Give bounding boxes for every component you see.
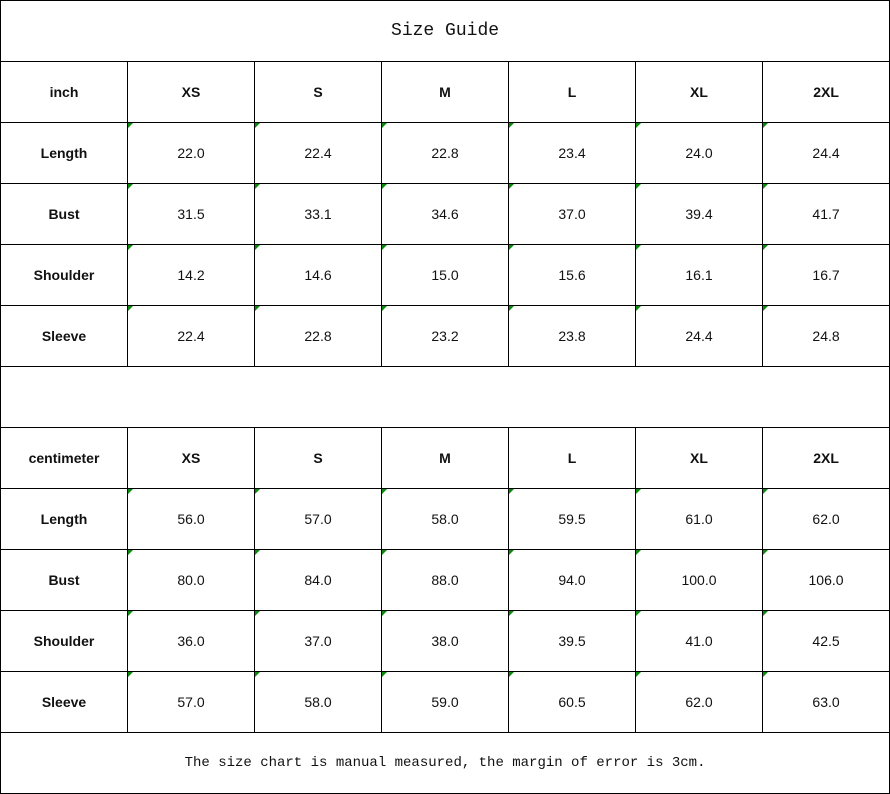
measurement-note: The size chart is manual measured, the m… [0,732,890,794]
measurement-value: 15.0 [381,244,509,306]
measurement-label: Length [0,122,128,184]
size-header-2xl: 2XL [761,61,890,123]
measurement-value: 80.0 [127,549,255,611]
measurement-label: Bust [0,183,128,245]
measurement-value: 23.8 [508,305,636,367]
table-row: Sleeve 57.0 58.0 59.0 60.5 62.0 63.0 [0,671,890,733]
table-row: Shoulder 14.2 14.6 15.0 15.6 16.1 16.7 [0,244,890,306]
size-header-l: L [508,61,636,123]
table-row: Bust 31.5 33.1 34.6 37.0 39.4 41.7 [0,183,890,245]
measurement-label: Shoulder [0,610,128,672]
size-header-2xl: 2XL [761,427,890,489]
measurement-value: 57.0 [127,671,255,733]
header-row: centimeter XS S M L XL 2XL [0,427,890,489]
measurement-value: 58.0 [381,488,509,550]
measurement-value: 24.4 [761,122,890,184]
measurement-value: 100.0 [635,549,763,611]
size-header-xs: XS [127,61,255,123]
header-row: inch XS S M L XL 2XL [0,61,890,123]
measurement-value: 38.0 [381,610,509,672]
size-header-s: S [254,427,382,489]
measurement-value: 39.5 [508,610,636,672]
spacer-row [0,366,890,428]
size-header-s: S [254,61,382,123]
table-row: Sleeve 22.4 22.8 23.2 23.8 24.4 24.8 [0,305,890,367]
measurement-value: 22.4 [254,122,382,184]
measurement-value: 22.0 [127,122,255,184]
measurement-label: Bust [0,549,128,611]
table-title: Size Guide [0,0,890,62]
measurement-value: 57.0 [254,488,382,550]
measurement-value: 41.0 [635,610,763,672]
measurement-value: 42.5 [761,610,890,672]
measurement-value: 16.7 [761,244,890,306]
measurement-label: Sleeve [0,671,128,733]
measurement-value: 14.6 [254,244,382,306]
measurement-value: 24.0 [635,122,763,184]
table-row: Shoulder 36.0 37.0 38.0 39.5 41.0 42.5 [0,610,890,672]
size-header-xs: XS [127,427,255,489]
measurement-value: 63.0 [761,671,890,733]
measurement-value: 34.6 [381,183,509,245]
note-row: The size chart is manual measured, the m… [0,732,890,794]
table-row: Length 22.0 22.4 22.8 23.4 24.0 24.4 [0,122,890,184]
measurement-value: 22.8 [254,305,382,367]
size-header-m: M [381,427,509,489]
measurement-value: 88.0 [381,549,509,611]
table-row: Bust 80.0 84.0 88.0 94.0 100.0 106.0 [0,549,890,611]
measurement-label: Shoulder [0,244,128,306]
measurement-value: 22.8 [381,122,509,184]
unit-header: centimeter [0,427,128,489]
measurement-value: 24.4 [635,305,763,367]
measurement-value: 39.4 [635,183,763,245]
measurement-value: 58.0 [254,671,382,733]
measurement-label: Sleeve [0,305,128,367]
measurement-value: 37.0 [254,610,382,672]
unit-header: inch [0,61,128,123]
measurement-value: 62.0 [635,671,763,733]
measurement-value: 36.0 [127,610,255,672]
title-row: Size Guide [0,0,890,62]
measurement-value: 37.0 [508,183,636,245]
measurement-value: 15.6 [508,244,636,306]
measurement-value: 62.0 [761,488,890,550]
measurement-value: 94.0 [508,549,636,611]
measurement-value: 106.0 [761,549,890,611]
size-header-xl: XL [635,61,763,123]
measurement-value: 14.2 [127,244,255,306]
size-header-l: L [508,427,636,489]
size-header-m: M [381,61,509,123]
measurement-value: 16.1 [635,244,763,306]
blank-row [0,366,890,428]
measurement-value: 84.0 [254,549,382,611]
measurement-value: 31.5 [127,183,255,245]
table-row: Length 56.0 57.0 58.0 59.5 61.0 62.0 [0,488,890,550]
measurement-value: 23.2 [381,305,509,367]
measurement-value: 41.7 [761,183,890,245]
measurement-value: 59.5 [508,488,636,550]
measurement-value: 61.0 [635,488,763,550]
measurement-value: 59.0 [381,671,509,733]
measurement-value: 56.0 [127,488,255,550]
measurement-value: 22.4 [127,305,255,367]
measurement-value: 23.4 [508,122,636,184]
measurement-value: 33.1 [254,183,382,245]
size-header-xl: XL [635,427,763,489]
measurement-value: 60.5 [508,671,636,733]
measurement-label: Length [0,488,128,550]
measurement-value: 24.8 [761,305,890,367]
